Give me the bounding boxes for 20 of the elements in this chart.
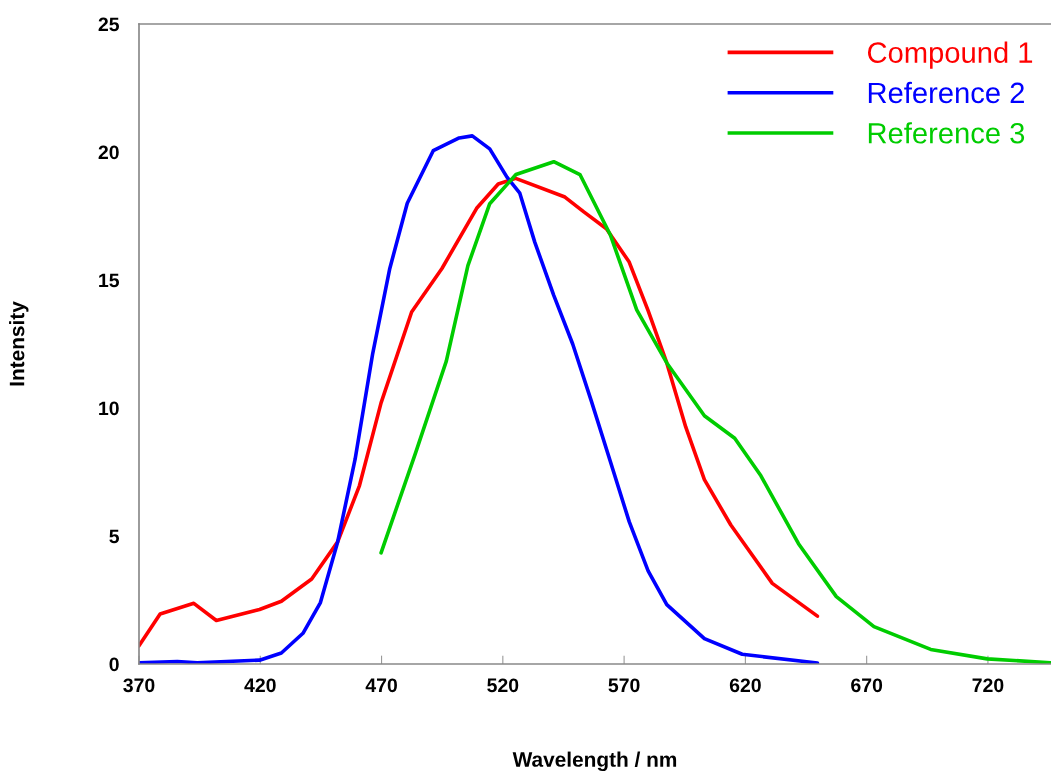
y-tick-label: 5 <box>109 529 120 544</box>
y-tick-label: 20 <box>98 145 119 160</box>
x-axis-title: Wavelength / nm <box>512 751 677 772</box>
legend-label: Reference 3 <box>868 122 1025 144</box>
y-tick-label: 15 <box>99 273 120 288</box>
y-axis-title: Intensity <box>9 301 29 386</box>
x-tick-label: 670 <box>851 678 883 693</box>
y-tick-label: 25 <box>98 17 120 32</box>
line-series <box>379 159 1051 664</box>
x-tick-label: 420 <box>244 678 276 693</box>
x-tick-label: 620 <box>729 678 761 693</box>
x-tick-label: 470 <box>365 678 397 693</box>
y-tick-label: 10 <box>99 401 119 416</box>
x-tick-label: 720 <box>972 678 1004 693</box>
y-tick-label: 0 <box>109 657 119 672</box>
legend-label: Compound 1 <box>867 41 1033 69</box>
legend-label: Reference 2 <box>868 81 1024 104</box>
x-tick-label: 370 <box>123 678 155 693</box>
x-tick-label: 520 <box>487 678 519 693</box>
x-tick-label: 570 <box>608 678 640 693</box>
